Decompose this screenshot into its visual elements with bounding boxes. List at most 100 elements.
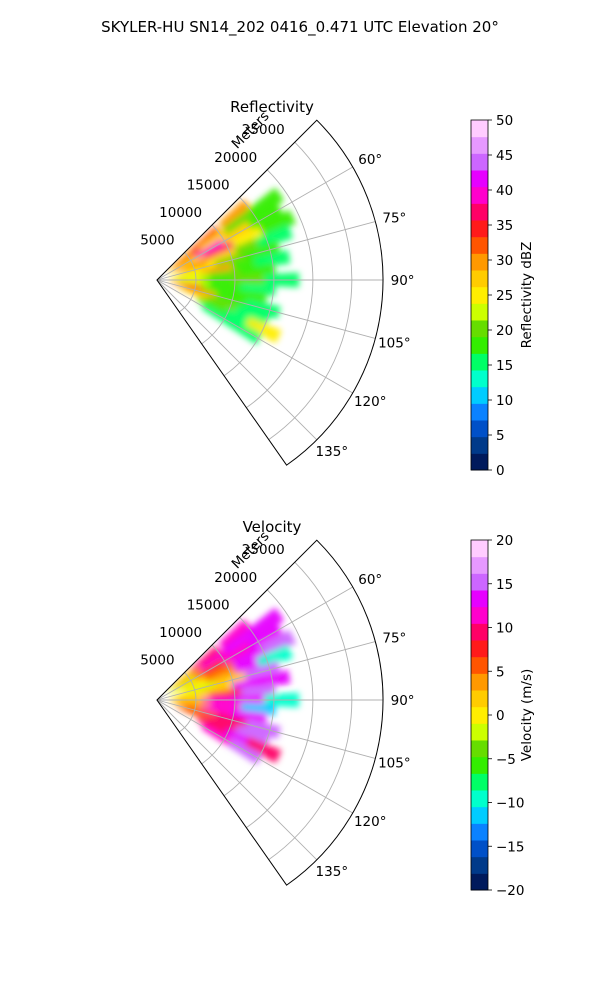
field-cell [239, 683, 276, 698]
colorbar-segment [471, 386, 488, 404]
angular-gridline [156, 279, 353, 394]
colorbar-tick-label: 20 [496, 533, 513, 549]
colorbar-segment [471, 556, 488, 574]
colorbar-tick-label: 35 [496, 218, 513, 234]
colorbar-tick-label: 15 [496, 577, 513, 593]
colorbar-segment [471, 823, 488, 841]
field-cell [230, 644, 268, 669]
field-cell [258, 629, 297, 657]
angular-tick-label: 135° [316, 444, 349, 460]
panel-title: Velocity [243, 518, 302, 536]
field-cell [173, 665, 205, 689]
radial-tick-label: 25000 [242, 542, 285, 558]
field-layer [166, 187, 300, 345]
colorbar-segment [471, 673, 488, 691]
field-cell [200, 285, 237, 298]
angular-gridline [156, 641, 376, 701]
field-cell [198, 226, 232, 253]
field-cell [209, 267, 245, 279]
colorbar-segment [471, 590, 488, 608]
colorbar-segment [471, 203, 488, 221]
angular-tick-label: 60° [358, 152, 382, 168]
field-cell [231, 289, 268, 305]
colorbar-tick-label: 5 [496, 664, 505, 680]
colorbar-segment [471, 756, 488, 774]
colorbar-segment [471, 220, 488, 238]
colorbar-segment [471, 623, 488, 641]
field-cell [166, 246, 196, 272]
radial-tick-label: 20000 [214, 570, 257, 586]
angular-tick-label: 120° [354, 394, 387, 410]
field-cell [239, 702, 276, 717]
angular-gridline [156, 699, 318, 861]
colorbar-tick-label: 15 [496, 358, 513, 374]
field-cell [223, 626, 258, 656]
colorbar-segment [471, 723, 488, 741]
field-cell [189, 645, 221, 674]
colorbar-segment [471, 270, 488, 288]
field-cell [244, 317, 282, 344]
field-cell [244, 737, 282, 764]
colorbar-segment [471, 856, 488, 874]
angular-tick-label: 75° [382, 630, 406, 646]
colorbar-segment [471, 690, 488, 708]
angular-tick-label: 90° [391, 693, 415, 709]
colorbar-tick-label: 5 [496, 428, 505, 444]
colorbar-label: Reflectivity dBZ [519, 242, 535, 349]
field-cell [196, 716, 232, 738]
field-cell [200, 682, 237, 695]
radial-gridline [223, 617, 275, 797]
colorbar-tick-label: −20 [496, 883, 525, 899]
colorbar-segment [471, 253, 488, 271]
radial-tick-label: 15000 [187, 597, 230, 613]
colorbar-segment [471, 873, 488, 891]
field-cell [234, 724, 271, 747]
field-cell [205, 715, 241, 735]
colorbar-tick-label: 10 [496, 393, 513, 409]
colorbar-segment [471, 806, 488, 824]
angular-tick-label: 90° [391, 273, 415, 289]
angular-gridline [156, 279, 318, 441]
colorbar-segment [471, 370, 488, 388]
field-cell [239, 282, 276, 297]
colorbar-segment [471, 706, 488, 724]
colorbar-tick-label: 0 [496, 463, 505, 479]
field-cell [209, 701, 245, 713]
colorbar-segment [471, 640, 488, 658]
colorbar-segment [471, 420, 488, 438]
radial-gridline [246, 589, 314, 829]
radial-tick-label: 5000 [140, 232, 174, 248]
colorbar-segment [471, 606, 488, 624]
radial-gridline [268, 561, 353, 860]
angular-gridline [156, 166, 353, 281]
colorbar-tick-label: 25 [496, 288, 513, 304]
colorbar-label: Velocity (m/s) [519, 669, 535, 762]
field-cell [231, 709, 268, 725]
field-cell [170, 689, 206, 699]
field-cell [220, 219, 256, 246]
radial-gridline [179, 672, 197, 733]
field-cell [201, 723, 236, 748]
angular-tick-label: 105° [378, 756, 411, 772]
figure-suptitle: SKYLER-HU SN14_202 0416_0.471 UTC Elevat… [101, 18, 499, 37]
radial-gridline [268, 141, 353, 440]
colorbar-segment [471, 320, 488, 338]
field-cell [258, 209, 297, 237]
field-cell [198, 646, 232, 673]
colorbar-tick-label: −5 [496, 752, 516, 768]
angular-gridline [156, 699, 353, 814]
field-cell [218, 618, 252, 650]
field-cell [170, 269, 206, 279]
field-cell [220, 639, 256, 666]
field-cell [203, 238, 239, 261]
field-cell [205, 665, 241, 685]
radial-gridline [223, 197, 275, 377]
field-cell [209, 687, 245, 699]
field-cell [255, 224, 294, 249]
colorbar-tick-label: −10 [496, 796, 525, 812]
velocity-panel: Velocity500010000150002000025000Meters60… [140, 518, 535, 899]
field-cell [247, 607, 285, 640]
radial-tick-label: 10000 [159, 205, 202, 221]
radial-tick-label: 15000 [187, 177, 230, 193]
